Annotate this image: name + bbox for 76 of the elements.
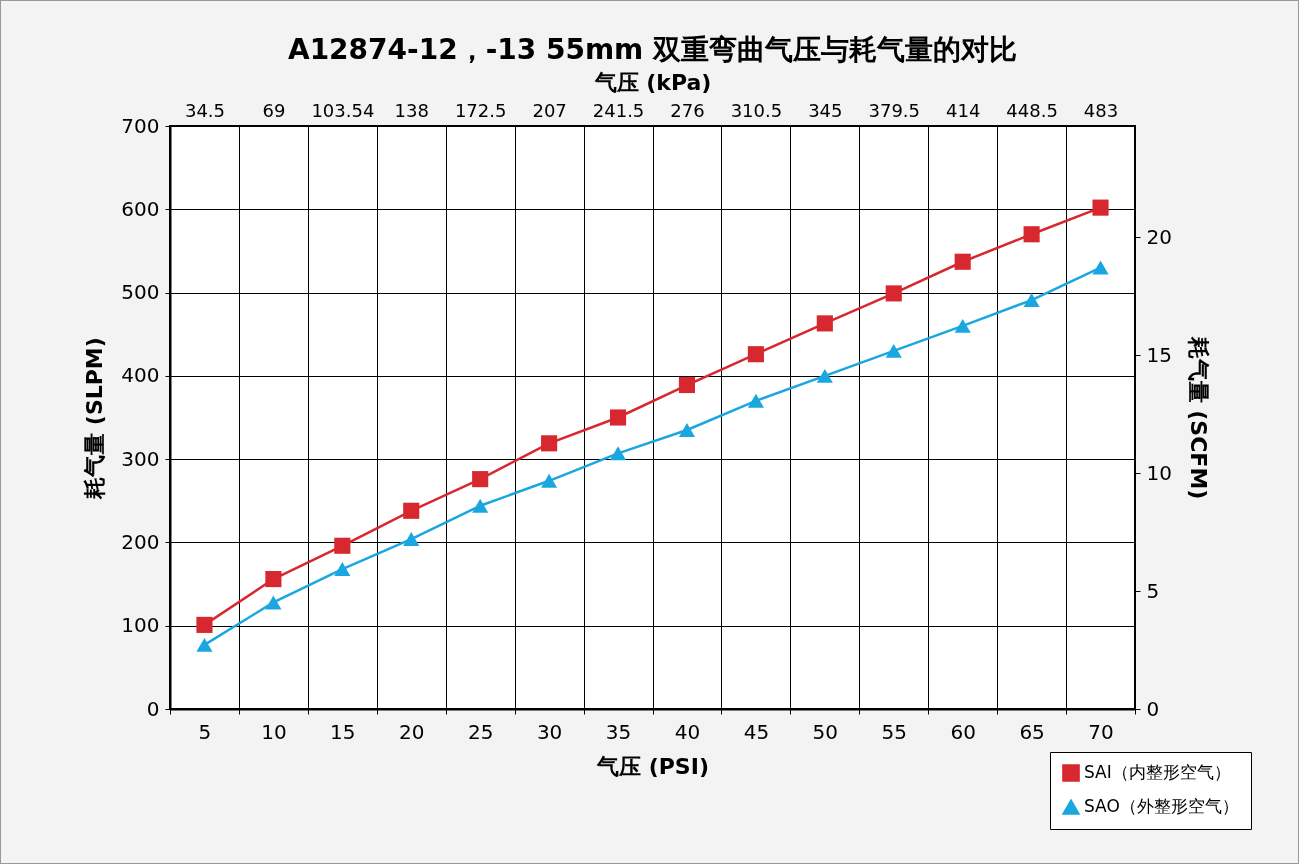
- x2-tick-label: 345: [808, 99, 843, 121]
- x2-tick-label: 103.54: [311, 99, 375, 121]
- legend-label: SAI（内整形空气）: [1084, 762, 1231, 782]
- x-tick-label: 45: [743, 719, 770, 744]
- y2-tick-label: 10: [1146, 460, 1172, 485]
- x-tick-label: 20: [399, 719, 425, 744]
- x-tick-label: 70: [1088, 719, 1114, 744]
- y-tick-label: 400: [121, 363, 160, 388]
- point: [1023, 293, 1040, 308]
- y2-tick-label: 20: [1146, 224, 1172, 249]
- legend-label: SAO（外整形空气）: [1084, 796, 1239, 816]
- point: [816, 315, 833, 332]
- point: [1092, 199, 1109, 216]
- point: [747, 393, 764, 408]
- x2-axis-title: 气压 (kPa): [593, 69, 712, 95]
- x2-tick-label: 310.5: [730, 99, 783, 121]
- point: [334, 562, 351, 577]
- x-tick-label: 15: [330, 719, 356, 744]
- x2-tick-label: 276: [670, 99, 705, 121]
- point: [472, 498, 489, 513]
- point: [747, 346, 764, 363]
- x-tick-label: 55: [881, 719, 907, 744]
- point: [816, 368, 833, 383]
- y-tick-label: 100: [121, 613, 160, 638]
- x-axis-title: 气压 (PSI): [596, 753, 709, 779]
- point: [196, 637, 213, 652]
- point: [609, 446, 627, 461]
- x2-tick-label: 483: [1083, 99, 1119, 121]
- y-tick-label: 700: [121, 113, 160, 138]
- point: [885, 343, 902, 358]
- x-tick-label: 40: [674, 719, 701, 744]
- x2-tick-label: 207: [532, 99, 567, 121]
- point: [265, 571, 282, 588]
- point: [265, 595, 282, 610]
- x2-tick-label: 379.5: [868, 99, 921, 121]
- point: [1092, 260, 1109, 275]
- y-axis-title: 耗气量 (SLPM): [82, 337, 108, 500]
- y2-axis-title: 耗气量 (SCFM): [1185, 335, 1211, 500]
- point: [472, 471, 489, 488]
- point: [541, 473, 558, 488]
- y-tick-label: 500: [121, 280, 160, 305]
- x2-tick-label: 172.5: [454, 99, 507, 121]
- x2-tick-label: 138: [394, 99, 429, 121]
- x2-tick-label: 241.5: [592, 99, 645, 121]
- point: [541, 435, 558, 452]
- point: [678, 376, 696, 394]
- point: [609, 409, 627, 426]
- y-tick-label: 600: [121, 196, 160, 221]
- y2-tick-label: 15: [1146, 342, 1172, 367]
- x-tick-label: 50: [812, 719, 839, 744]
- y-tick-label: 0: [146, 696, 160, 721]
- y2-tick-label: 5: [1146, 578, 1160, 603]
- x-tick-label: 60: [950, 719, 976, 744]
- x-tick-label: 5: [198, 719, 212, 744]
- point: [403, 532, 420, 547]
- x2-tick-label: 414: [946, 99, 981, 121]
- point: [196, 616, 213, 633]
- x-tick-label: 10: [261, 719, 287, 744]
- point: [1023, 226, 1040, 243]
- y-tick-label: 200: [121, 529, 160, 554]
- x2-tick-label: 69: [262, 99, 286, 121]
- x-tick-label: 30: [536, 719, 563, 744]
- point: [954, 253, 971, 270]
- point: [954, 318, 971, 333]
- point: [334, 537, 351, 554]
- x-tick-label: 35: [605, 719, 632, 744]
- x-tick-label: 25: [467, 719, 494, 744]
- y-tick-label: 300: [121, 446, 160, 471]
- point: [403, 502, 420, 519]
- x-tick-label: 65: [1019, 719, 1045, 744]
- x2-tick-label: 448.5: [1006, 99, 1058, 121]
- x2-tick-label: 34.5: [184, 99, 225, 121]
- point: [678, 423, 696, 437]
- chart-title: A12874-12，-13 55mm 双重弯曲气压与耗气量的对比: [287, 33, 1018, 66]
- point: [885, 285, 902, 302]
- y2-tick-label: 0: [1146, 696, 1160, 721]
